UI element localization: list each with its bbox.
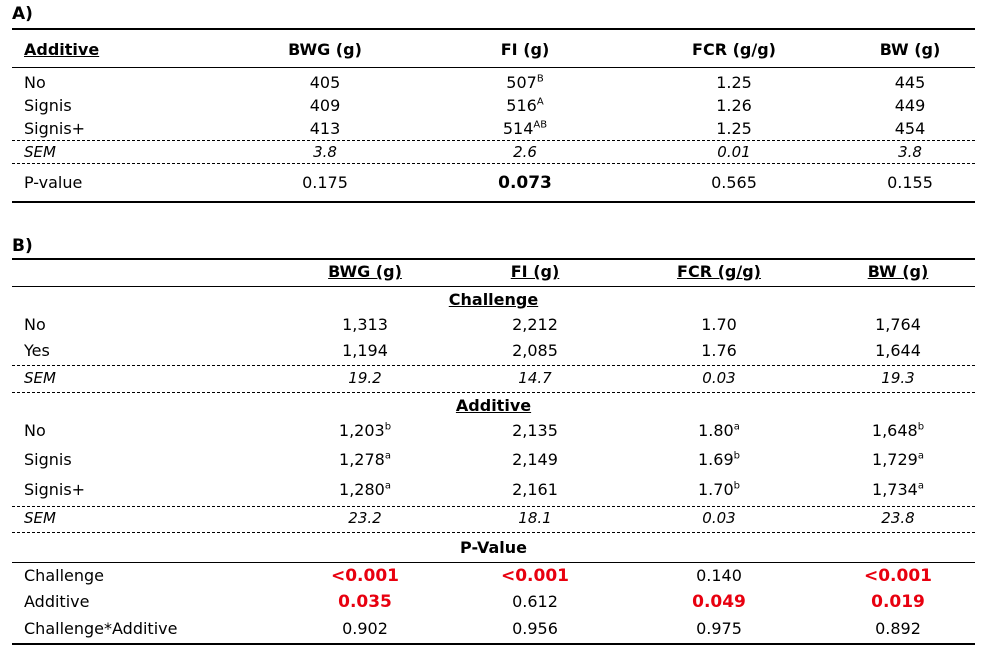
divider <box>12 140 975 141</box>
table-b-header-rule <box>12 286 975 287</box>
header-bwg: BWG (g) <box>288 40 362 59</box>
table-row: Additive 0.035 0.612 0.049 0.019 <box>24 592 925 612</box>
table-row: Challenge*Additive 0.902 0.956 0.975 0.8… <box>24 619 921 638</box>
section-challenge: Challenge <box>448 290 539 309</box>
table-a-label: A) <box>12 4 33 24</box>
divider <box>12 506 975 507</box>
header-fcr: FCR (g/g) <box>692 40 776 59</box>
header-bw: BW (g) <box>867 262 929 281</box>
sem-row: SEM 3.8 2.6 0.01 3.8 <box>24 143 922 161</box>
table-b-top-rule <box>12 258 975 260</box>
table-a-header-rule <box>12 67 975 68</box>
pvalue-row: P-value 0.175 0.073 0.565 0.155 <box>24 173 933 193</box>
table-row: Signis+ 413 514AB 1.25 454 <box>24 119 926 138</box>
divider <box>12 532 975 533</box>
table-b-label: B) <box>12 236 33 256</box>
table-row: Signis+ 1,280a 2,161 1.70b 1,734a <box>24 480 924 499</box>
sem-row: SEM 19.2 14.7 0.03 19.3 <box>24 369 915 387</box>
sem-row: SEM 23.2 18.1 0.03 23.8 <box>24 509 915 527</box>
table-a-header-row: Additive BWG (g) FI (g) FCR (g/g) BW (g) <box>12 40 975 62</box>
header-bwg: BWG (g) <box>328 262 402 281</box>
table-row: No 1,313 2,212 1.70 1,764 <box>24 315 921 334</box>
table-a-bottom-rule <box>12 201 975 203</box>
divider <box>12 392 975 393</box>
header-additive: Additive <box>24 40 100 59</box>
table-row: Challenge <0.001 <0.001 0.140 <0.001 <box>24 566 933 586</box>
table-b-bottom-rule <box>12 643 975 645</box>
table-row: Signis 409 516A 1.26 449 <box>24 96 926 115</box>
pvalue-rule <box>12 562 975 563</box>
table-row: Signis 1,278a 2,149 1.69b 1,729a <box>24 450 924 469</box>
header-fi: FI (g) <box>500 40 550 59</box>
table-row: No 1,203b 2,135 1.80a 1,648b <box>24 421 925 440</box>
header-fcr: FCR (g/g) <box>677 262 761 281</box>
table-b-header-row: BWG (g) FI (g) FCR (g/g) BW (g) <box>12 262 975 284</box>
section-additive: Additive <box>455 396 532 415</box>
header-bw: BW (g) <box>879 40 941 59</box>
table-row: No 405 507B 1.25 445 <box>24 73 926 92</box>
table-a-top-rule <box>12 28 975 30</box>
divider <box>12 163 975 164</box>
section-pvalue: P-Value <box>460 538 527 557</box>
divider <box>12 365 975 366</box>
header-fi: FI (g) <box>510 262 560 281</box>
table-row: Yes 1,194 2,085 1.76 1,644 <box>24 341 921 360</box>
